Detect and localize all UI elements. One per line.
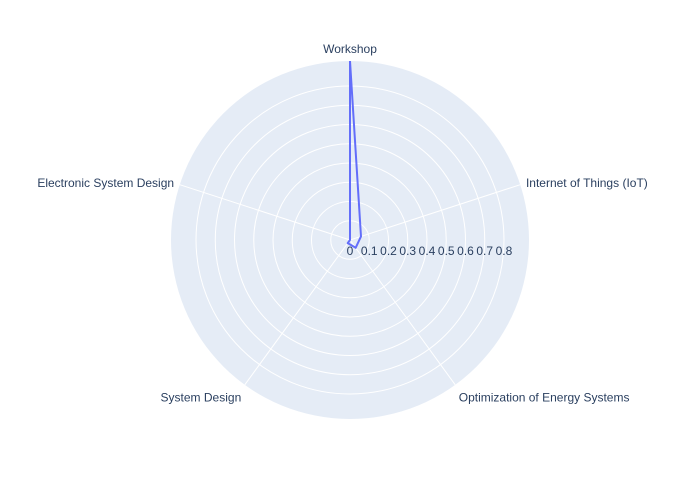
radial-tick-label: 0.4 [419,244,436,258]
radial-tick-label: 0.1 [361,244,378,258]
spoke-1 [349,184,521,241]
spoke-2 [349,239,456,386]
radial-tick-labels: 0 0.1 0.2 0.3 0.4 0.5 0.6 0.7 0.8 [347,244,513,258]
radial-tick-label: 0.6 [457,244,474,258]
angular-axis-label: Workshop [323,42,377,56]
radial-tick-label: 0 [347,244,354,258]
series-line [346,60,362,249]
radial-tick-label: 0.8 [496,244,513,258]
radial-tick-label: 0.7 [476,244,493,258]
angular-axis-labels: Workshop Internet of Things (IoT) Optimiza… [37,42,647,405]
spoke-3 [244,239,351,386]
spoke-4 [179,184,351,241]
angular-axis-label: Optimization of Energy Systems [459,391,630,405]
angular-axis-label: Electronic System Design [37,176,174,190]
radial-tick-label: 0.3 [399,244,416,258]
radial-tick-label: 0.2 [380,244,397,258]
radial-tick-label: 0.5 [438,244,455,258]
angular-axis-label: System Design [161,391,242,405]
series-layer [346,60,362,249]
angular-axis-label: Internet of Things (IoT) [526,176,648,190]
